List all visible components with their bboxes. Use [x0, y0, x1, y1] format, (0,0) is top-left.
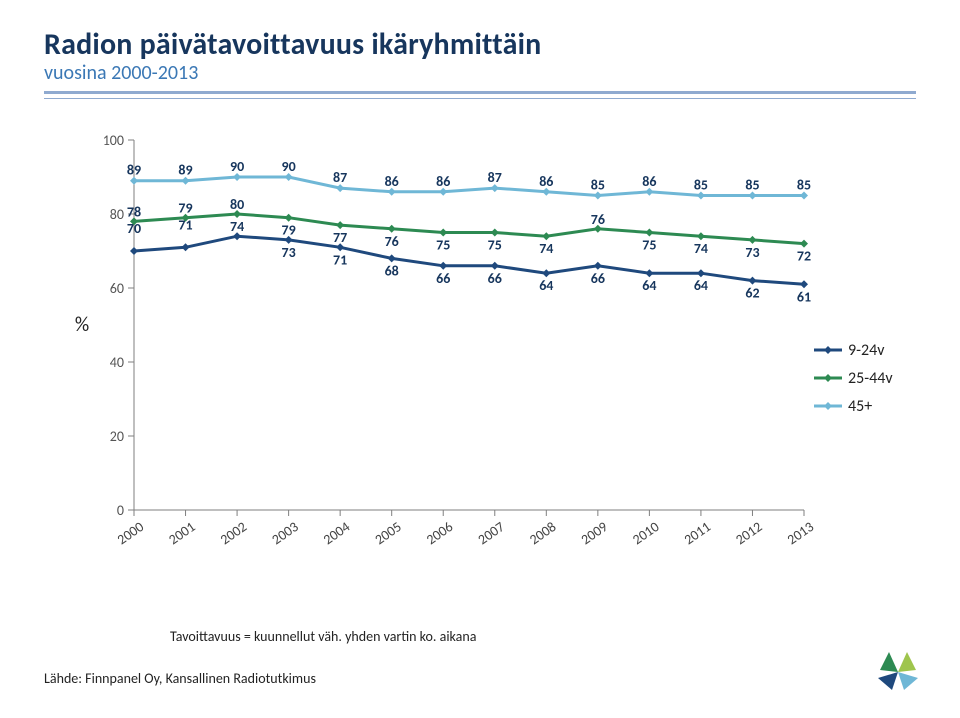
svg-text:66: 66: [488, 270, 502, 287]
svg-text:89: 89: [178, 162, 192, 179]
svg-text:85: 85: [591, 177, 605, 194]
svg-text:89: 89: [127, 162, 141, 179]
svg-text:90: 90: [282, 158, 296, 175]
svg-text:66: 66: [436, 270, 450, 287]
svg-text:86: 86: [436, 173, 450, 190]
svg-text:79: 79: [282, 222, 296, 239]
title-rule: [44, 91, 916, 99]
svg-text:2012: 2012: [732, 518, 765, 548]
svg-text:68: 68: [385, 262, 399, 279]
svg-text:2001: 2001: [165, 518, 198, 548]
svg-text:0: 0: [117, 502, 124, 519]
svg-text:2013: 2013: [784, 518, 817, 548]
svg-text:79: 79: [178, 200, 192, 217]
page-title: Radion päivätavoittavuus ikäryhmittäin: [44, 26, 916, 63]
svg-text:61: 61: [797, 288, 811, 305]
svg-text:80: 80: [230, 196, 244, 213]
svg-text:85: 85: [745, 177, 759, 194]
svg-text:86: 86: [642, 173, 656, 190]
svg-text:25-44v: 25-44v: [848, 369, 893, 388]
svg-text:2006: 2006: [423, 518, 456, 548]
svg-text:%: %: [75, 313, 89, 337]
chart-container: 0 20 40 60 80 100% 2000 2001 2002 2003 2004 2005 200…: [44, 120, 916, 590]
svg-text:75: 75: [488, 237, 502, 254]
svg-text:9-24v: 9-24v: [848, 341, 885, 360]
svg-text:2009: 2009: [578, 518, 611, 548]
svg-text:100: 100: [103, 132, 124, 149]
svg-text:2008: 2008: [526, 518, 559, 548]
svg-text:2010: 2010: [629, 518, 662, 548]
svg-text:73: 73: [282, 244, 296, 261]
svg-text:87: 87: [333, 169, 347, 186]
svg-text:64: 64: [642, 277, 656, 294]
svg-text:76: 76: [591, 211, 605, 228]
svg-text:75: 75: [436, 237, 450, 254]
page-subtitle: vuosina 2000-2013: [44, 61, 916, 85]
svg-text:72: 72: [797, 248, 811, 265]
svg-text:2004: 2004: [320, 518, 353, 548]
svg-text:78: 78: [127, 203, 141, 220]
svg-text:77: 77: [333, 229, 347, 246]
svg-text:74: 74: [230, 218, 244, 235]
svg-text:2011: 2011: [681, 518, 714, 548]
svg-text:87: 87: [488, 169, 502, 186]
svg-text:62: 62: [745, 285, 759, 302]
svg-text:2002: 2002: [217, 518, 250, 548]
svg-text:2003: 2003: [269, 518, 302, 548]
svg-text:73: 73: [745, 244, 759, 261]
svg-text:74: 74: [539, 240, 553, 257]
svg-text:2000: 2000: [114, 518, 147, 548]
svg-text:40: 40: [110, 354, 124, 371]
svg-text:90: 90: [230, 158, 244, 175]
svg-text:74: 74: [694, 240, 708, 257]
chart-footnote: Tavoittavuus = kuunnellut väh. yhden var…: [170, 628, 476, 645]
svg-text:66: 66: [591, 270, 605, 287]
svg-text:45+: 45+: [848, 397, 872, 416]
line-chart: 0 20 40 60 80 100% 2000 2001 2002 2003 2004 2005 200…: [44, 120, 916, 590]
svg-text:64: 64: [539, 277, 553, 294]
footer-logo: [876, 646, 920, 690]
svg-text:85: 85: [797, 177, 811, 194]
svg-text:60: 60: [110, 280, 124, 297]
svg-text:2007: 2007: [475, 518, 508, 548]
svg-text:86: 86: [539, 173, 553, 190]
svg-text:64: 64: [694, 277, 708, 294]
svg-text:75: 75: [642, 237, 656, 254]
svg-text:20: 20: [110, 428, 124, 445]
svg-text:86: 86: [385, 173, 399, 190]
svg-text:80: 80: [110, 206, 124, 223]
source-line: Lähde: Finnpanel Oy, Kansallinen Radiotu…: [44, 670, 316, 687]
svg-text:85: 85: [694, 177, 708, 194]
svg-text:71: 71: [333, 251, 347, 268]
svg-text:2005: 2005: [372, 518, 405, 548]
svg-text:76: 76: [385, 233, 399, 250]
